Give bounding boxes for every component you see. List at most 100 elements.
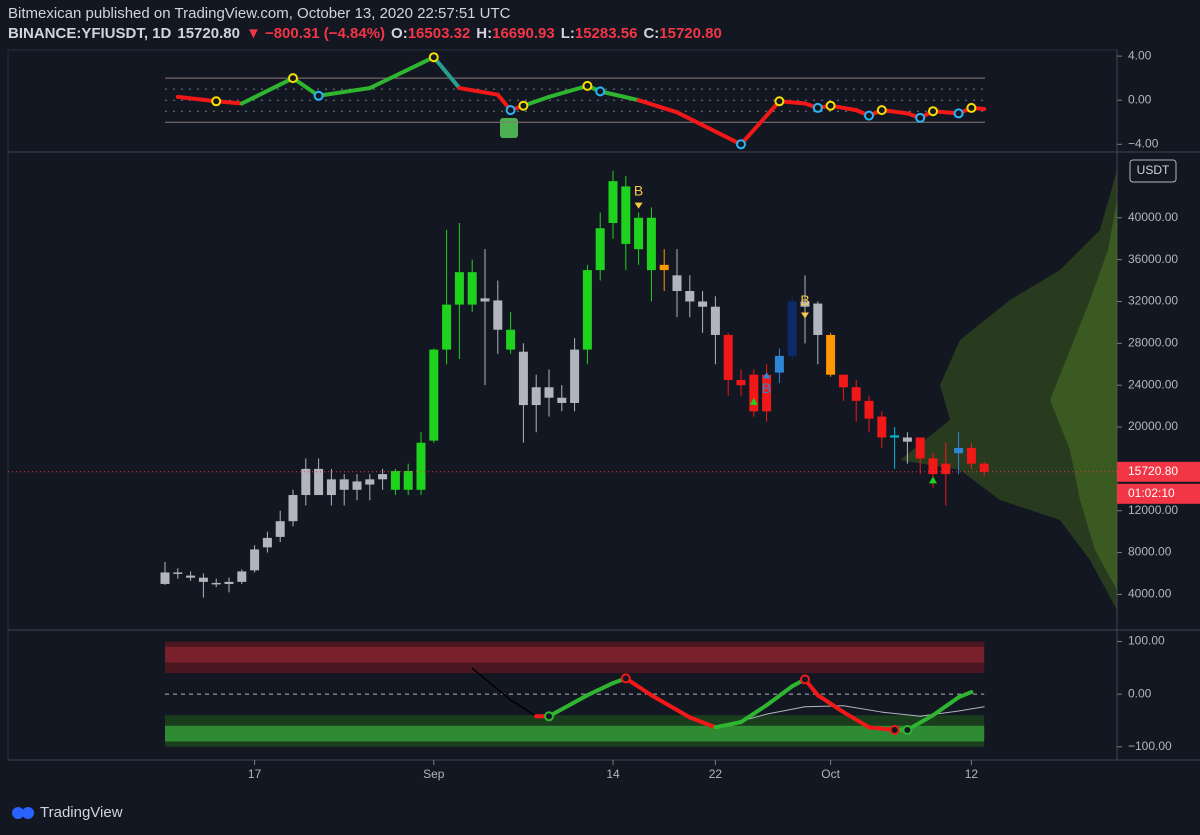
y-tick-label: 28000.00 bbox=[1128, 335, 1178, 349]
oscillator-segment bbox=[367, 55, 436, 91]
oscillator-marker bbox=[928, 106, 938, 117]
y-tick-label: 100.00 bbox=[1128, 634, 1165, 648]
candle-body bbox=[659, 264, 669, 271]
symbol: BINANCE:YFIUSDT, 1D bbox=[8, 25, 172, 42]
signal bbox=[749, 397, 758, 405]
oscillator-segment bbox=[471, 667, 512, 701]
x-tick-label: 14 bbox=[606, 767, 620, 781]
candle-body bbox=[198, 577, 208, 582]
symbol-line: BINANCE:YFIUSDT, 1D 15720.80 ▼ −800.31 (−4… bbox=[8, 25, 722, 42]
annotation-arrow bbox=[634, 202, 643, 209]
annotation: B bbox=[800, 292, 809, 308]
oscillator-segment bbox=[239, 76, 295, 106]
candle-body bbox=[608, 181, 618, 224]
annotation: B bbox=[762, 380, 771, 396]
y-tick-label: 20000.00 bbox=[1128, 419, 1178, 433]
candle-body bbox=[570, 349, 580, 403]
candle-body bbox=[454, 272, 464, 305]
candle-body bbox=[378, 474, 388, 480]
candle-body bbox=[301, 468, 311, 496]
candle-body bbox=[173, 572, 183, 574]
candle-body bbox=[582, 270, 592, 350]
candle-body bbox=[518, 351, 528, 406]
candle-body bbox=[480, 298, 490, 302]
oscillator-marker bbox=[812, 102, 823, 113]
candle-body bbox=[288, 495, 298, 522]
candle-body bbox=[877, 416, 887, 438]
oscillator-segment bbox=[739, 99, 782, 147]
oscillator-marker bbox=[428, 52, 439, 63]
candle-body bbox=[262, 537, 272, 548]
ohlc-value: 16503.32 bbox=[408, 25, 471, 42]
candle-body bbox=[224, 581, 234, 584]
pattern-icon bbox=[500, 118, 518, 138]
oscillator-marker bbox=[736, 139, 746, 150]
y-tick-label: 36000.00 bbox=[1128, 252, 1178, 266]
oscillator-marker bbox=[288, 73, 298, 84]
y-tick-label: 32000.00 bbox=[1128, 294, 1178, 308]
candle-body bbox=[326, 479, 336, 496]
candle-body bbox=[787, 301, 797, 356]
oscillator-segment bbox=[585, 681, 615, 698]
candle-body bbox=[186, 575, 196, 578]
band bbox=[165, 646, 985, 663]
oscillator-segment bbox=[623, 676, 654, 698]
oscillator-segment bbox=[766, 706, 806, 715]
oscillator-segment bbox=[649, 693, 692, 720]
oscillator-marker bbox=[800, 674, 810, 685]
candle-body bbox=[736, 379, 746, 386]
oscillator-segment bbox=[881, 711, 921, 717]
candle-body bbox=[506, 329, 516, 350]
x-tick-label: 17 bbox=[248, 767, 262, 781]
y-tick-label: 0.00 bbox=[1128, 92, 1152, 106]
candle-body bbox=[160, 572, 170, 584]
candle-body bbox=[634, 217, 644, 250]
candle-body bbox=[442, 304, 452, 350]
oscillator-marker bbox=[595, 86, 606, 97]
candle-body bbox=[749, 374, 759, 412]
symbol-info: BINANCE:YFIUSDT, 1D 15720.80 ▼ −800.31 (−4… bbox=[8, 25, 722, 42]
x-tick-label: Sep bbox=[423, 767, 445, 781]
y-tick-label: 0.00 bbox=[1128, 686, 1152, 700]
candle-body bbox=[390, 470, 400, 490]
y-tick-label: −4.00 bbox=[1128, 136, 1159, 150]
candle-body bbox=[403, 470, 413, 490]
y-tick-label: 40000.00 bbox=[1128, 210, 1178, 224]
candle-body bbox=[966, 447, 976, 464]
oscillator-marker bbox=[864, 110, 874, 121]
y-tick-label: 12000.00 bbox=[1128, 503, 1178, 517]
oscillator-segment bbox=[457, 86, 500, 97]
oscillator-segment bbox=[713, 720, 743, 730]
y-tick-label: 8000.00 bbox=[1128, 545, 1172, 559]
oscillator-segment bbox=[175, 94, 219, 104]
ohlc-value: 16690.93 bbox=[492, 25, 555, 42]
y-tick-label: −100.00 bbox=[1128, 739, 1172, 753]
oscillator-marker bbox=[505, 105, 516, 116]
ohlc-label: O: bbox=[391, 25, 408, 42]
oscillator-marker bbox=[902, 724, 913, 735]
candle-body bbox=[723, 334, 733, 380]
oscillator-segment bbox=[316, 86, 372, 98]
oscillator-segment bbox=[598, 89, 641, 103]
ohlc-label: L: bbox=[561, 25, 575, 42]
annotation-arrow bbox=[801, 312, 809, 319]
oscillator-segment bbox=[687, 715, 718, 730]
candle-body bbox=[800, 301, 810, 307]
candle-body bbox=[275, 521, 285, 537]
candle-body bbox=[941, 463, 951, 475]
y-tick-label: 24000.00 bbox=[1128, 377, 1178, 391]
candle-body bbox=[915, 437, 925, 459]
ohlc-value: 15283.56 bbox=[575, 25, 638, 42]
candle-body bbox=[928, 458, 938, 475]
candle-body bbox=[429, 349, 439, 441]
oscillator-segment bbox=[919, 710, 960, 717]
oscillator-marker bbox=[876, 105, 887, 116]
oscillator-marker bbox=[889, 724, 900, 735]
y-tick-label: 4.00 bbox=[1128, 48, 1152, 62]
candle-body bbox=[621, 186, 631, 244]
candle-body bbox=[890, 435, 900, 438]
price: 15720.80 bbox=[177, 25, 240, 42]
candle-body bbox=[813, 303, 823, 335]
change: ▼ −800.31 (−4.84%) bbox=[246, 25, 385, 42]
candle-body bbox=[762, 374, 772, 412]
